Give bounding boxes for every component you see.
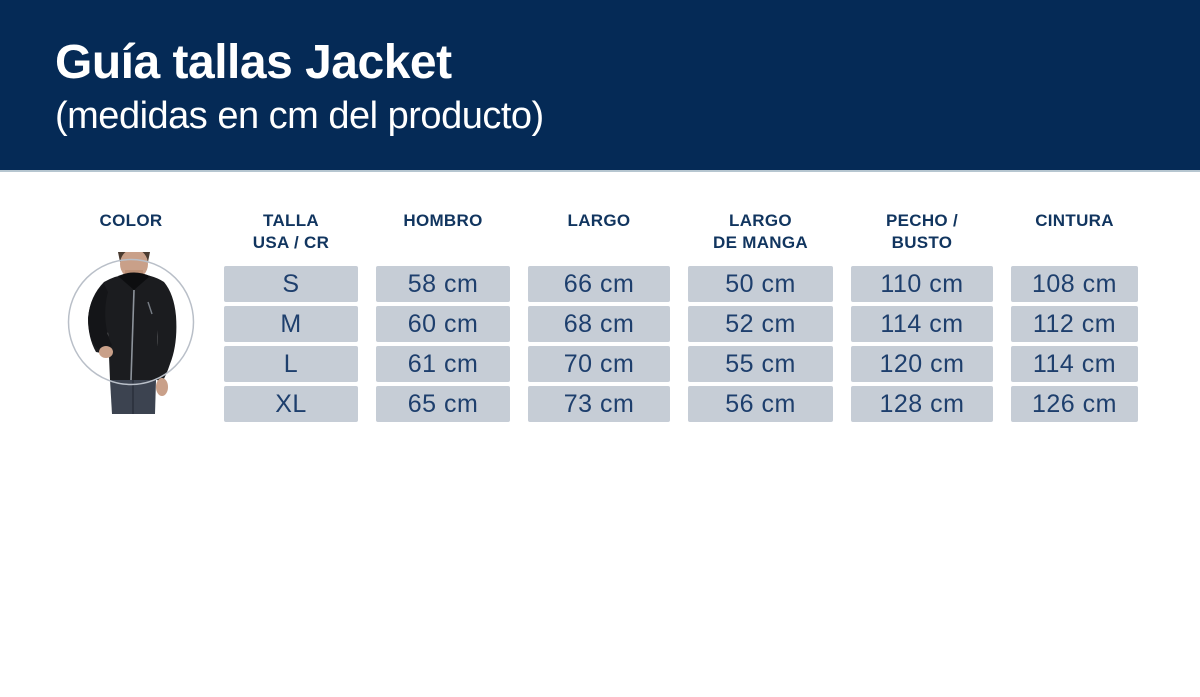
column-header-pecho-busto: PECHO / BUSTO: [885, 211, 958, 252]
model-left-hand: [99, 346, 113, 358]
jacket-left-sleeve: [88, 284, 112, 353]
value-cell: 70 cm: [528, 346, 670, 382]
column-header-largo: LARGO: [567, 211, 631, 230]
value-cell: 120 cm: [851, 346, 993, 382]
column-header-color: COLOR: [99, 211, 163, 230]
value-cell: 52 cm: [688, 306, 833, 342]
value-cell: 73 cm: [528, 386, 670, 422]
value-cell: 50 cm: [688, 266, 833, 302]
value-cell: 114 cm: [1011, 346, 1138, 382]
size-cell: S: [224, 266, 358, 302]
jacket-chest-zip: [147, 301, 153, 315]
column-header-cintura: CINTURA: [1035, 211, 1114, 230]
value-cell: 114 cm: [851, 306, 993, 342]
value-cell: 65 cm: [376, 386, 510, 422]
value-cell: 66 cm: [528, 266, 670, 302]
photo-circle-frame: [67, 258, 195, 386]
jacket-zipper: [130, 289, 135, 381]
value-cell: 61 cm: [376, 346, 510, 382]
size-guide-table: COLOR TALLA USA / CR HOMBRO LARGO LARGO …: [56, 202, 1200, 422]
value-cell: 55 cm: [688, 346, 833, 382]
value-cell: 68 cm: [528, 306, 670, 342]
value-cell: 112 cm: [1011, 306, 1138, 342]
value-cell: 60 cm: [376, 306, 510, 342]
model-right-hand: [156, 378, 168, 396]
value-cell: 56 cm: [688, 386, 833, 422]
column-header-hombro: HOMBRO: [403, 211, 483, 230]
column-header-talla: TALLA USA / CR: [252, 211, 330, 252]
black-jacket-photo: [67, 252, 195, 414]
size-cell: XL: [224, 386, 358, 422]
size-cell: M: [224, 306, 358, 342]
value-cell: 58 cm: [376, 266, 510, 302]
column-header-largo-de-manga: LARGO DE MANGA: [713, 211, 808, 252]
size-cell: L: [224, 346, 358, 382]
page-title: Guía tallas Jacket: [55, 36, 452, 89]
jacket-collar: [118, 272, 150, 290]
value-cell: 126 cm: [1011, 386, 1138, 422]
product-photo-cell: [56, 252, 206, 422]
value-cell: 110 cm: [851, 266, 993, 302]
title-banner: Guía tallas Jacket (medidas en cm del pr…: [0, 0, 1200, 172]
page-subtitle: (medidas en cm del producto): [55, 95, 544, 138]
value-cell: 128 cm: [851, 386, 993, 422]
value-cell: 108 cm: [1011, 266, 1138, 302]
